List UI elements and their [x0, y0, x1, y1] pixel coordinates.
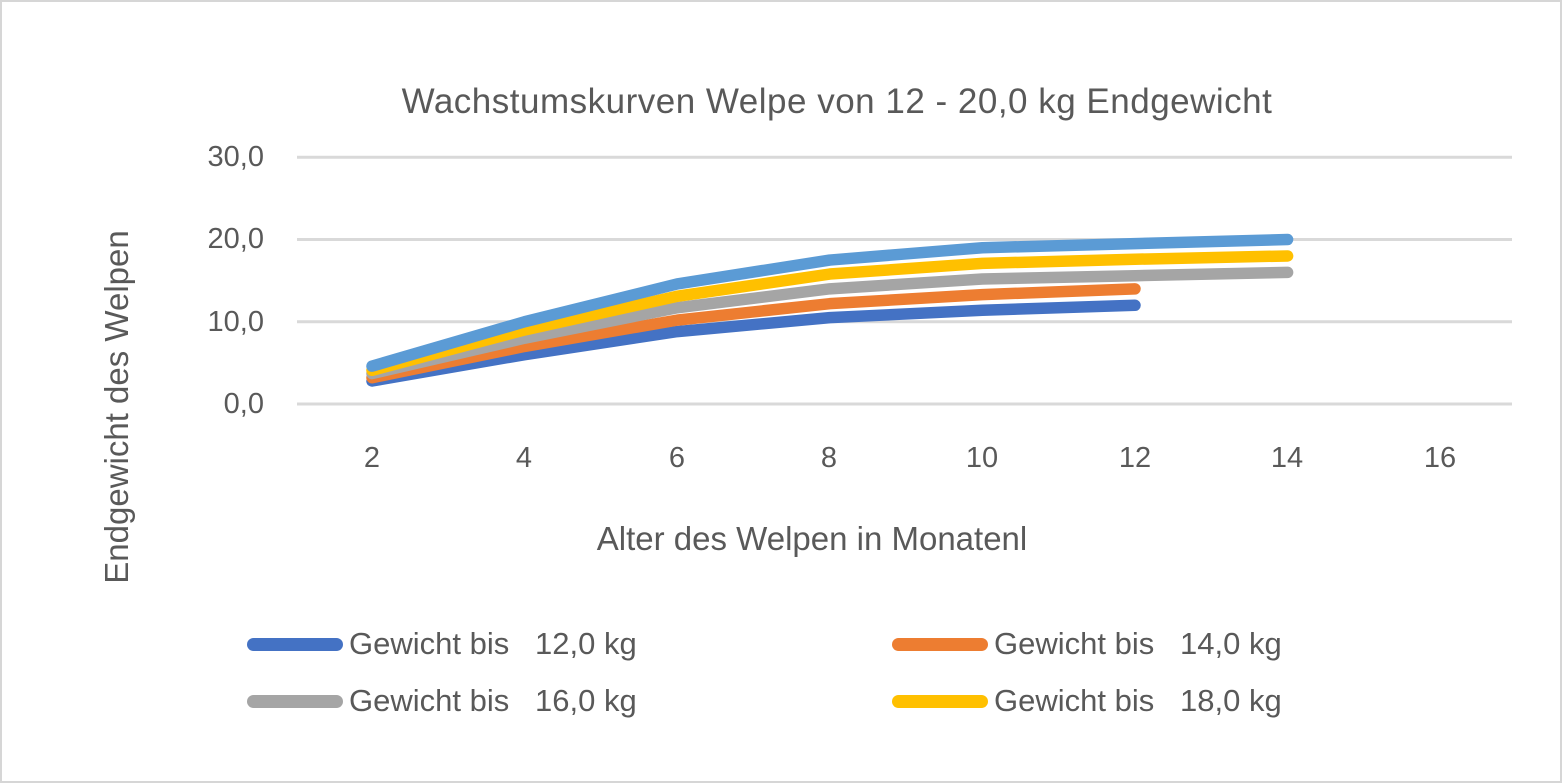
x-tick-8: 8 [820, 442, 838, 474]
legend-item-16kg: Gewicht bis 16,0 kg [247, 682, 637, 720]
legend-item-12kg: Gewicht bis 12,0 kg [247, 625, 637, 663]
legend-label: Gewicht bis 16,0 kg [349, 683, 637, 718]
series-line-3 [366, 250, 1294, 377]
y-tick-20: 20,0 [207, 223, 264, 255]
legend-label: Gewicht bis 12,0 kg [349, 626, 637, 661]
legend-swatch-blue [247, 637, 343, 651]
series-line-2 [366, 266, 1294, 380]
y-tick-10: 10,0 [207, 306, 264, 338]
y-tick-30: 30,0 [207, 141, 264, 173]
x-tick-2: 2 [363, 442, 381, 474]
legend-label: Gewicht bis 14,0 kg [994, 626, 1282, 661]
legend-item-18kg: Gewicht bis 18,0 kg [892, 682, 1282, 720]
x-tick-4: 4 [515, 442, 533, 474]
legend-swatch-orange [892, 637, 988, 651]
series-line-0 [366, 299, 1141, 387]
x-tick-12: 12 [1118, 442, 1152, 474]
series-line-1 [366, 283, 1141, 384]
x-tick-14: 14 [1270, 442, 1304, 474]
legend-label: Gewicht bis 18,0 kg [994, 683, 1282, 718]
legend-swatch-yellow [892, 694, 988, 708]
legend-item-14kg: Gewicht bis 14,0 kg [892, 625, 1282, 663]
x-axis-title: Alter des Welpen in Monatenl [596, 520, 1028, 557]
legend-swatch-gray [247, 694, 343, 708]
x-tick-10: 10 [965, 442, 999, 474]
x-tick-6: 6 [668, 442, 686, 474]
x-tick-16: 16 [1423, 442, 1457, 474]
chart-title: Wachstumskurven Welpe von 12 - 20,0 kg E… [401, 82, 1273, 121]
series-line-4 [366, 233, 1294, 372]
y-tick-0: 0,0 [223, 388, 264, 420]
